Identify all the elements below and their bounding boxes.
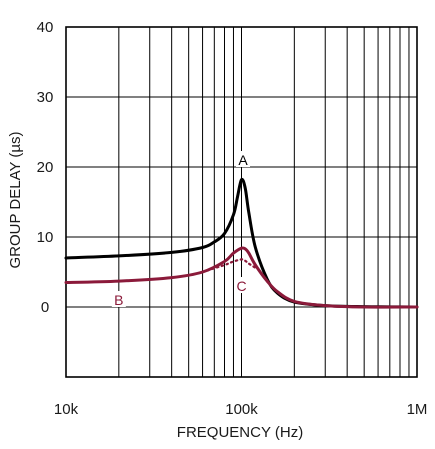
y-tick-label: 10 [37,229,54,246]
y-tick-label: 20 [37,159,54,176]
y-tick-label: 0 [41,299,49,316]
series-layer [64,177,419,309]
series-line-c [201,258,257,274]
annotation-backdrop [234,277,249,293]
series-label-a: A [238,152,248,168]
series-label-b: B [114,292,123,308]
x-tick-label: 1M [407,401,428,418]
annotation-backdrop [111,291,126,307]
annotation-backdrop [236,151,251,167]
y-tick-label: 40 [37,19,54,36]
x-tick-label: 100k [225,401,258,418]
plot-frame [65,26,418,378]
y-tick-labels: 0 10 20 30 40 [37,19,54,316]
series-line-b [64,246,419,309]
series-label-c: C [236,278,246,294]
x-axis-label: FREQUENCY (Hz) [177,424,303,441]
grid [66,27,417,377]
y-tick-label: 30 [37,89,54,106]
annotation-layer: A B C [111,151,251,308]
y-axis-label: GROUP DELAY (µs) [7,131,24,268]
x-tick-labels: 10k 100k 1M [54,401,428,418]
x-tick-label: 10k [54,401,79,418]
